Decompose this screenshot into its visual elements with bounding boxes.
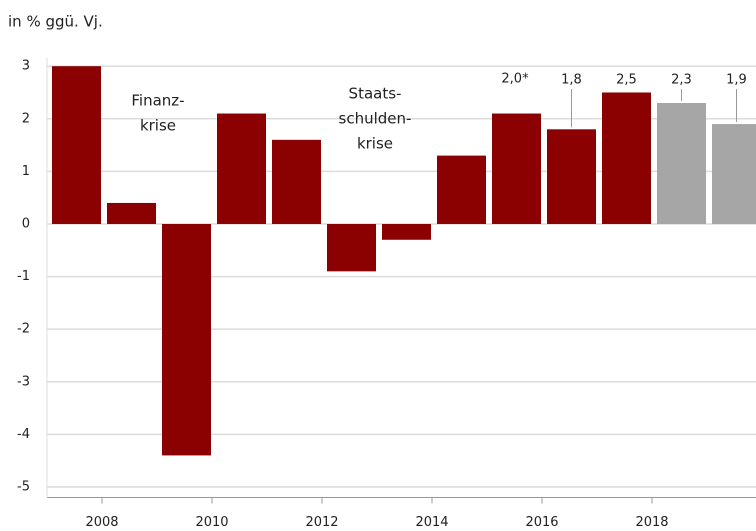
value-label: 2,5 xyxy=(616,73,637,88)
bar xyxy=(327,223,376,272)
x-tick-label: 2018 xyxy=(635,515,668,530)
y-tick-label: -1 xyxy=(17,269,30,284)
bar xyxy=(492,113,541,224)
y-tick-label: 3 xyxy=(22,59,30,74)
annotation: Finanz- xyxy=(131,92,184,110)
x-tick-label: 2010 xyxy=(195,515,228,530)
x-tick-label: 2012 xyxy=(305,515,338,530)
bar xyxy=(272,139,321,224)
value-label-bg xyxy=(663,71,700,89)
bar xyxy=(437,155,486,224)
value-label: 1,9 xyxy=(726,73,747,88)
bar xyxy=(217,113,266,224)
y-tick-label: -4 xyxy=(17,427,30,442)
value-label-bg xyxy=(718,71,755,89)
value-label: 2,3 xyxy=(671,73,692,88)
value-label: 1,8 xyxy=(561,73,582,88)
bar xyxy=(602,92,651,224)
y-tick-label: 0 xyxy=(22,216,30,231)
y-tick-label: -5 xyxy=(17,479,30,494)
annotation: krise xyxy=(357,135,393,153)
y-tick-label: -3 xyxy=(17,374,30,389)
bar xyxy=(547,129,596,224)
y-tick-label: 2 xyxy=(22,111,30,126)
bar xyxy=(52,66,101,224)
annotation: krise xyxy=(140,117,176,135)
chart-title: in % ggü. Vj. xyxy=(8,13,103,31)
value-label-bg xyxy=(608,71,645,89)
x-tick-label: 2014 xyxy=(415,515,448,530)
y-tick-label: 1 xyxy=(22,164,30,179)
bar xyxy=(107,202,156,224)
annotation: 2,0* xyxy=(501,72,529,87)
x-tick-label: 2016 xyxy=(525,515,558,530)
bar xyxy=(712,124,756,224)
annotation: schulden- xyxy=(339,110,412,128)
y-tick-label: -2 xyxy=(17,322,30,337)
bar xyxy=(382,223,431,240)
x-tick-label: 2008 xyxy=(85,515,118,530)
annotation: Staats- xyxy=(349,85,402,103)
bar xyxy=(162,223,211,456)
value-label-bg xyxy=(553,71,590,89)
bar xyxy=(657,103,706,224)
